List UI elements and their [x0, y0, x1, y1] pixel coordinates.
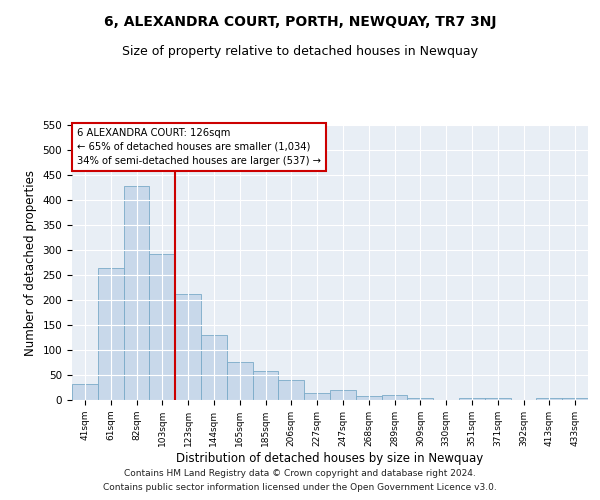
Bar: [330, 390, 356, 400]
Text: 6, ALEXANDRA COURT, PORTH, NEWQUAY, TR7 3NJ: 6, ALEXANDRA COURT, PORTH, NEWQUAY, TR7 …: [104, 15, 496, 29]
Bar: [356, 396, 382, 400]
Bar: [72, 384, 98, 400]
Bar: [407, 398, 433, 400]
Bar: [304, 392, 330, 400]
Text: Contains public sector information licensed under the Open Government Licence v3: Contains public sector information licen…: [103, 484, 497, 492]
Bar: [459, 398, 485, 400]
X-axis label: Distribution of detached houses by size in Newquay: Distribution of detached houses by size …: [176, 452, 484, 464]
Bar: [201, 335, 227, 400]
Bar: [98, 268, 124, 400]
Bar: [227, 362, 253, 400]
Text: Size of property relative to detached houses in Newquay: Size of property relative to detached ho…: [122, 45, 478, 58]
Bar: [536, 398, 562, 400]
Bar: [562, 398, 588, 400]
Text: 6 ALEXANDRA COURT: 126sqm
← 65% of detached houses are smaller (1,034)
34% of se: 6 ALEXANDRA COURT: 126sqm ← 65% of detac…: [77, 128, 321, 166]
Text: Contains HM Land Registry data © Crown copyright and database right 2024.: Contains HM Land Registry data © Crown c…: [124, 468, 476, 477]
Y-axis label: Number of detached properties: Number of detached properties: [24, 170, 37, 356]
Bar: [382, 395, 407, 400]
Bar: [124, 186, 149, 400]
Bar: [485, 398, 511, 400]
Bar: [278, 380, 304, 400]
Bar: [149, 254, 175, 400]
Bar: [253, 370, 278, 400]
Bar: [175, 294, 201, 400]
